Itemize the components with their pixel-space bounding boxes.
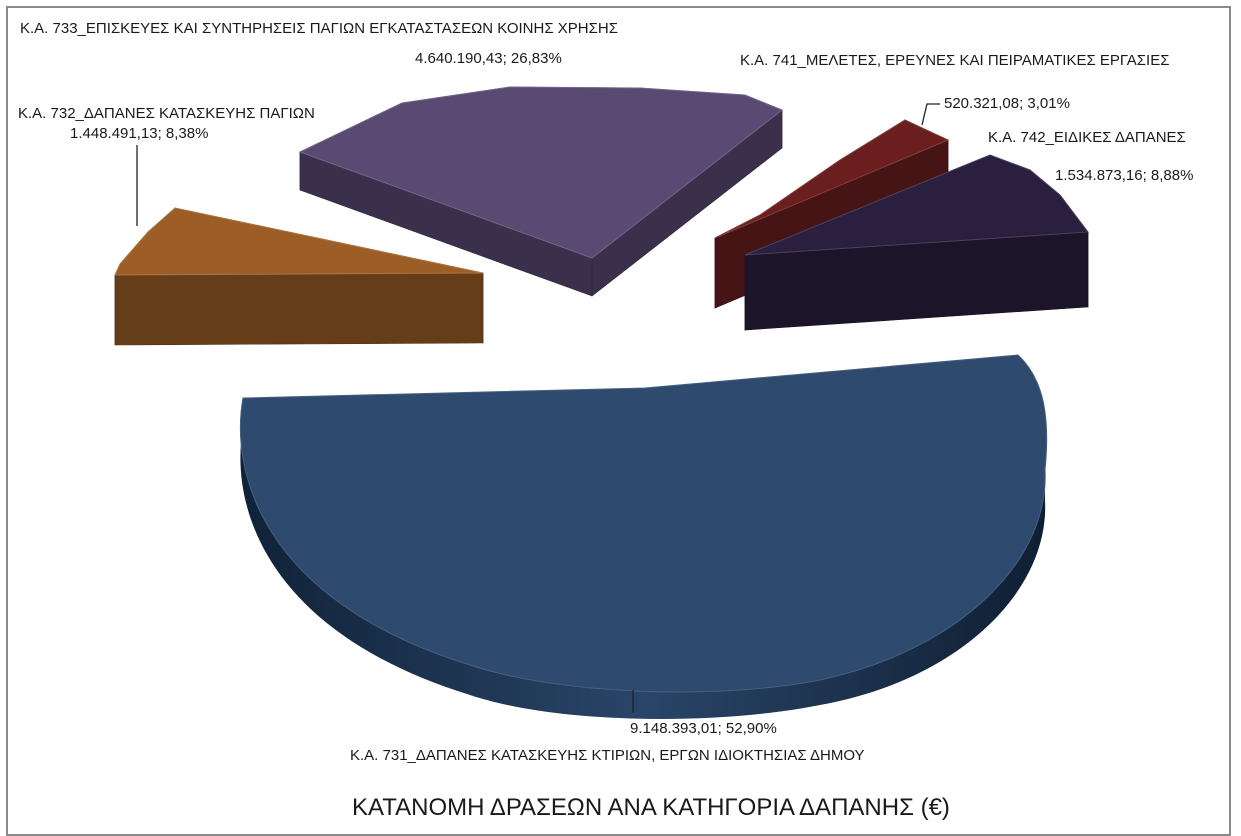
label-732-value: 1.448.491,13; 8,38%: [70, 125, 208, 142]
label-742-value: 1.534.873,16; 8,88%: [1055, 167, 1193, 184]
slice-732-top: [114, 207, 484, 276]
slice-732-side: [114, 272, 484, 346]
label-741-value: 520.321,08; 3,01%: [944, 95, 1070, 112]
slice-741-top: [714, 119, 950, 239]
label-733-category: Κ.Α. 733_ΕΠΙΣΚΕΥΕΣ ΚΑΙ ΣΥΝΤΗΡΗΣΕΙΣ ΠΑΓΙΩ…: [20, 20, 618, 37]
chart-title: ΚΑΤΑΝΟΜΗ ΔΡΑΣΕΩΝ ΑΝΑ ΚΑΤΗΓΟΡΙΑ ΔΑΠΑΝΗΣ (…: [352, 794, 950, 821]
slice-731-top: [239, 354, 1048, 693]
label-733-value: 4.640.190,43; 26,83%: [415, 50, 562, 67]
leader-line-741: [921, 103, 940, 126]
label-732-category: Κ.Α. 732_ΔΑΠΑΝΕΣ ΚΑΤΑΣΚΕΥΗΣ ΠΑΓΙΩΝ: [18, 105, 315, 122]
slice-733-top: [298, 86, 783, 259]
label-731-category: Κ.Α. 731_ΔΑΠΑΝΕΣ ΚΑΤΑΣΚΕΥΗΣ ΚΤΙΡΙΩΝ, ΕΡΓ…: [350, 747, 865, 764]
slice-742-top: [744, 154, 1089, 256]
label-731-value: 9.148.393,01; 52,90%: [630, 720, 777, 737]
label-741-category: Κ.Α. 741_ΜΕΛΕΤΕΣ, ΕΡΕΥΝΕΣ ΚΑΙ ΠΕΙΡΑΜΑΤΙΚ…: [740, 52, 1170, 69]
label-742-category: Κ.Α. 742_ΕΙΔΙΚΕΣ ΔΑΠΑΝΕΣ: [988, 129, 1186, 146]
